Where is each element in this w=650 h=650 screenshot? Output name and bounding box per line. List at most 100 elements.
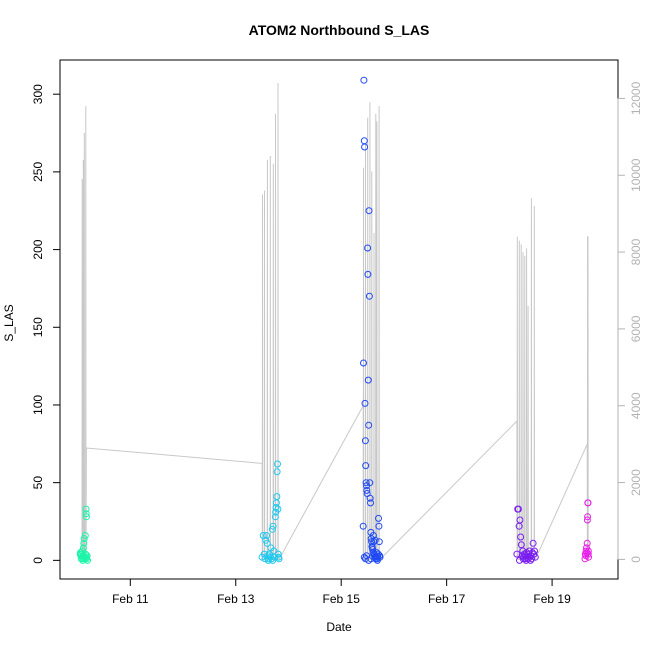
- data-point: [269, 522, 277, 530]
- x-tick-label: Feb 15: [323, 592, 361, 606]
- data-point: [514, 505, 522, 513]
- x-tick-label: Feb 19: [533, 592, 571, 606]
- data-point: [360, 137, 368, 145]
- data-point: [84, 556, 91, 564]
- data-point: [263, 539, 271, 547]
- data-point: [79, 544, 87, 552]
- data-point: [82, 510, 90, 518]
- data-point: [82, 513, 90, 521]
- y-tick-label: 200: [31, 239, 45, 259]
- line-series: [81, 82, 589, 560]
- data-point: [581, 555, 589, 563]
- data-point: [80, 535, 88, 543]
- data-point: [367, 555, 375, 563]
- scatter-points-layer: [76, 76, 592, 564]
- data-point: [371, 536, 379, 544]
- data-point: [584, 513, 592, 521]
- data-point: [269, 556, 277, 564]
- y-tick-label: 50: [31, 476, 45, 490]
- y2-tick-label: 4000: [629, 392, 643, 419]
- data-point: [367, 499, 374, 507]
- data-point: [361, 399, 369, 407]
- y2-tick-label: 12000: [629, 81, 643, 115]
- data-point: [584, 499, 592, 507]
- data-point: [375, 522, 383, 530]
- scatter-group-5: [581, 499, 592, 563]
- data-point: [375, 514, 382, 522]
- y-tick-label: 150: [31, 317, 45, 337]
- data-point: [360, 359, 367, 367]
- data-point: [365, 421, 373, 429]
- y-tick-label: 250: [31, 162, 45, 182]
- data-point: [366, 494, 374, 502]
- data-point: [273, 493, 281, 501]
- scatter-group-1: [76, 505, 91, 564]
- data-point: [364, 270, 372, 278]
- data-point: [517, 541, 525, 549]
- y-tick-label: 300: [31, 84, 45, 104]
- data-point: [79, 556, 87, 564]
- data-point: [82, 550, 90, 558]
- y-axis-label: S_LAS: [2, 304, 16, 341]
- data-point: [363, 486, 371, 494]
- data-point: [365, 292, 373, 300]
- data-point: [583, 549, 591, 557]
- data-point: [361, 143, 369, 151]
- data-point: [359, 522, 367, 530]
- data-point: [80, 539, 88, 547]
- y-tick-label: 0: [31, 557, 45, 564]
- scatter-group-3: [359, 76, 384, 564]
- y-axis-right: 0 2000 4000 6000 8000 10000 12000: [617, 81, 643, 563]
- data-point: [366, 479, 374, 487]
- data-point: [583, 516, 591, 524]
- data-point: [374, 553, 382, 561]
- data-point: [268, 525, 276, 533]
- chart-title: ATOM2 Northbound S_LAS: [249, 22, 430, 38]
- data-point: [82, 505, 90, 513]
- y-axis-left: 0 50 100 150 200 250 300: [31, 84, 61, 564]
- data-point: [272, 504, 280, 511]
- data-point: [516, 556, 523, 564]
- data-point: [365, 556, 373, 564]
- x-tick-label: Feb 11: [112, 592, 149, 606]
- data-point: [260, 550, 268, 558]
- data-point: [360, 76, 368, 84]
- data-point: [364, 376, 372, 384]
- data-point: [522, 556, 530, 564]
- data-point: [275, 555, 283, 563]
- y2-tick-label: 2000: [629, 469, 643, 496]
- data-point: [529, 539, 537, 547]
- data-point: [527, 556, 534, 564]
- data-point: [83, 552, 91, 560]
- data-point: [584, 550, 592, 558]
- data-point: [362, 479, 370, 487]
- data-point: [274, 505, 282, 513]
- data-point: [264, 556, 272, 564]
- y2-tick-label: 8000: [629, 238, 643, 265]
- scatter-group-2: [258, 460, 283, 564]
- data-point: [365, 207, 373, 215]
- data-point: [583, 539, 591, 547]
- data-point: [263, 532, 270, 539]
- x-axis-label: Date: [326, 620, 352, 634]
- y2-tick-label: 6000: [629, 315, 643, 342]
- data-point: [361, 437, 369, 445]
- data-point: [76, 550, 84, 558]
- data-point: [531, 553, 539, 561]
- x-axis: Feb 11 Feb 13 Feb 15 Feb 17 Feb 19: [112, 578, 571, 606]
- data-point: [362, 462, 370, 470]
- y2-tick-label: 10000: [629, 158, 643, 192]
- data-point: [364, 244, 372, 252]
- data-point: [585, 553, 592, 561]
- scatter-group-4: [513, 505, 539, 564]
- data-point: [274, 460, 281, 468]
- y2-tick-label: 0: [629, 556, 643, 563]
- y-tick-label: 100: [31, 395, 45, 415]
- data-point: [517, 533, 525, 541]
- data-point: [273, 468, 281, 476]
- data-point: [516, 516, 524, 524]
- data-point: [274, 550, 282, 558]
- line-series-layer: [81, 82, 589, 560]
- data-point: [81, 532, 89, 539]
